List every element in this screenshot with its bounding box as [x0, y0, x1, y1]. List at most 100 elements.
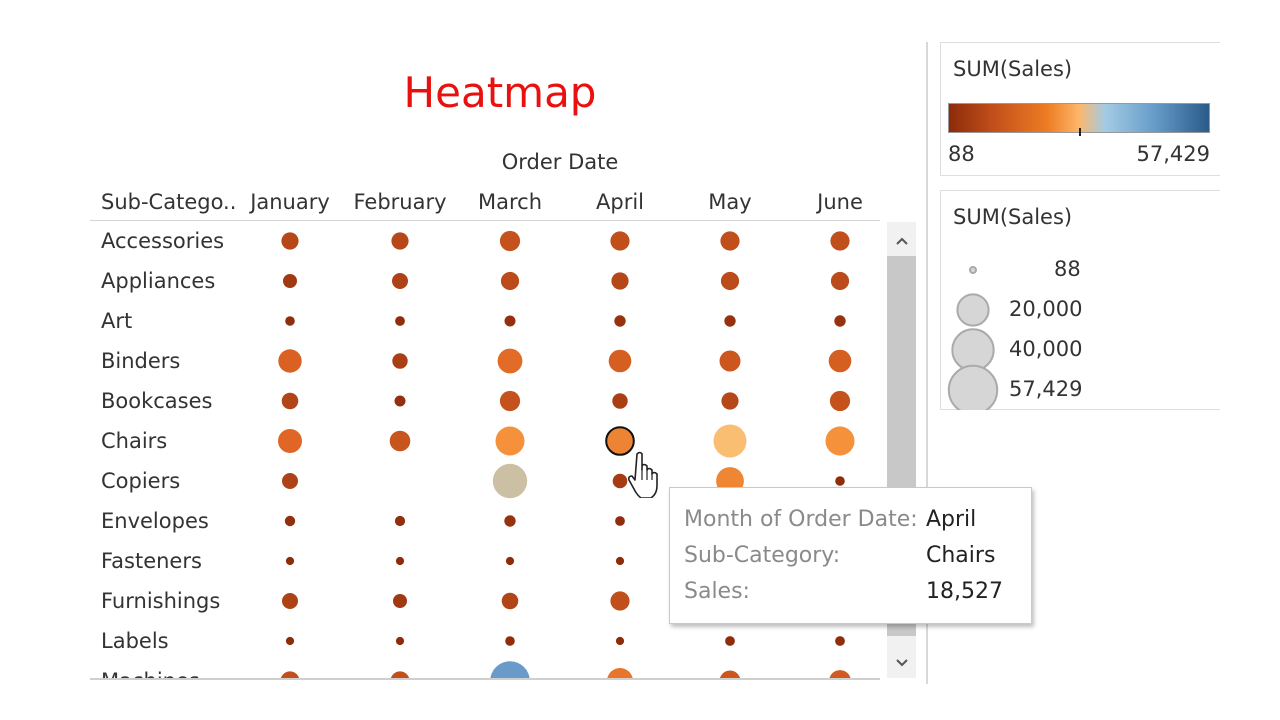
- mark-appliances-february[interactable]: [392, 273, 408, 289]
- size-legend-title: SUM(Sales): [953, 205, 1073, 229]
- mark-furnishings-march[interactable]: [501, 592, 519, 610]
- chevron-down-icon[interactable]: [887, 648, 916, 678]
- color-legend-min: 88: [948, 142, 975, 166]
- mark-art-june[interactable]: [834, 315, 846, 327]
- size-legend-circle[interactable]: [956, 293, 990, 327]
- mark-labels-may[interactable]: [725, 636, 735, 646]
- mark-labels-march[interactable]: [505, 636, 515, 646]
- mark-binders-april[interactable]: [608, 349, 632, 373]
- row-label-machines[interactable]: Machines: [101, 661, 200, 678]
- mark-art-march[interactable]: [504, 315, 516, 327]
- mark-art-january[interactable]: [285, 316, 295, 326]
- mark-accessories-may[interactable]: [720, 231, 740, 251]
- mark-binders-january[interactable]: [278, 349, 302, 373]
- mark-bookcases-january[interactable]: [281, 392, 299, 410]
- mark-chairs-april[interactable]: [605, 426, 635, 456]
- row-label-art[interactable]: Art: [101, 309, 133, 333]
- tooltip-month-key: Month of Order Date:: [684, 507, 918, 532]
- size-legend-circle[interactable]: [969, 266, 977, 274]
- mark-machines-january[interactable]: [280, 671, 300, 678]
- row-label-envelopes[interactable]: Envelopes: [101, 509, 209, 533]
- column-header-february[interactable]: February: [353, 190, 447, 214]
- column-header-january[interactable]: January: [250, 190, 330, 214]
- mark-accessories-january[interactable]: [281, 232, 299, 250]
- mark-machines-june[interactable]: [829, 670, 851, 678]
- row-label-chairs[interactable]: Chairs: [101, 429, 168, 453]
- mark-labels-april[interactable]: [615, 636, 625, 646]
- mark-fasteners-february[interactable]: [395, 556, 405, 566]
- column-group-header[interactable]: Order Date: [501, 150, 619, 174]
- pane-divider[interactable]: [926, 42, 928, 684]
- size-legend-circle[interactable]: [947, 364, 999, 410]
- row-label-copiers[interactable]: Copiers: [101, 469, 181, 493]
- mark-art-may[interactable]: [724, 315, 736, 327]
- mark-chairs-february[interactable]: [389, 430, 411, 452]
- row-label-fasteners[interactable]: Fasteners: [101, 549, 202, 573]
- mark-bookcases-may[interactable]: [721, 392, 739, 410]
- mark-fasteners-april[interactable]: [615, 556, 625, 566]
- chevron-up-icon[interactable]: [887, 226, 916, 256]
- mark-binders-march[interactable]: [497, 348, 523, 374]
- heatmap-grid[interactable]: Accessories Appliances Art Binders Bookcases…: [90, 222, 880, 678]
- mark-machines-february[interactable]: [390, 671, 410, 678]
- size-legend-circle[interactable]: [951, 328, 995, 372]
- mark-envelopes-april[interactable]: [615, 516, 625, 526]
- mark-binders-june[interactable]: [828, 349, 852, 373]
- mark-labels-february[interactable]: [395, 636, 405, 646]
- mark-chairs-may[interactable]: [713, 424, 747, 458]
- mark-labels-june[interactable]: [835, 636, 845, 646]
- tooltip-subcategory-value: Chairs: [926, 543, 996, 568]
- mark-machines-march[interactable]: [490, 661, 530, 678]
- mark-accessories-june[interactable]: [830, 231, 850, 251]
- mark-envelopes-march[interactable]: [504, 515, 516, 527]
- mark-copiers-march[interactable]: [492, 463, 528, 499]
- mark-chairs-march[interactable]: [495, 426, 525, 456]
- mark-appliances-june[interactable]: [830, 271, 850, 291]
- mark-appliances-april[interactable]: [611, 272, 629, 290]
- size-legend-label: 40,000: [1009, 337, 1083, 361]
- mark-copiers-april[interactable]: [612, 473, 628, 489]
- mark-accessories-march[interactable]: [499, 230, 521, 252]
- mark-bookcases-april[interactable]: [612, 393, 628, 409]
- column-header-april[interactable]: April: [596, 190, 644, 214]
- column-header-may[interactable]: May: [708, 190, 752, 214]
- mark-copiers-june[interactable]: [835, 476, 845, 486]
- column-header-june[interactable]: June: [817, 190, 863, 214]
- heatmap-marks[interactable]: [90, 222, 880, 678]
- mark-envelopes-february[interactable]: [394, 515, 406, 527]
- mark-bookcases-june[interactable]: [829, 390, 851, 412]
- row-label-labels[interactable]: Labels: [101, 629, 169, 653]
- mark-art-april[interactable]: [614, 315, 626, 327]
- size-legend-marks[interactable]: [940, 250, 1020, 410]
- mark-binders-february[interactable]: [392, 353, 408, 369]
- row-label-furnishings[interactable]: Furnishings: [101, 589, 221, 613]
- mark-labels-january[interactable]: [285, 636, 295, 646]
- mark-appliances-march[interactable]: [500, 271, 520, 291]
- mark-envelopes-january[interactable]: [284, 515, 296, 527]
- column-header-march[interactable]: March: [477, 190, 542, 214]
- mark-accessories-april[interactable]: [610, 231, 630, 251]
- mark-art-february[interactable]: [395, 316, 405, 326]
- mark-fasteners-march[interactable]: [505, 556, 515, 566]
- mark-appliances-january[interactable]: [283, 274, 297, 288]
- mark-chairs-june[interactable]: [825, 426, 855, 456]
- row-header[interactable]: Sub-Catego..: [101, 190, 237, 214]
- mark-binders-may[interactable]: [719, 350, 741, 372]
- row-label-binders[interactable]: Binders: [101, 349, 181, 373]
- mark-furnishings-february[interactable]: [393, 594, 407, 608]
- mark-copiers-january[interactable]: [282, 473, 298, 489]
- mark-fasteners-january[interactable]: [285, 556, 295, 566]
- mark-accessories-february[interactable]: [391, 232, 409, 250]
- mark-appliances-may[interactable]: [720, 271, 740, 291]
- mark-furnishings-january[interactable]: [282, 593, 298, 609]
- row-label-appliances[interactable]: Appliances: [101, 269, 216, 293]
- mark-machines-may[interactable]: [719, 670, 741, 679]
- row-label-bookcases[interactable]: Bookcases: [101, 389, 213, 413]
- mark-bookcases-march[interactable]: [499, 390, 521, 412]
- mark-chairs-january[interactable]: [278, 429, 302, 453]
- mark-machines-april[interactable]: [607, 668, 633, 678]
- tooltip-subcategory-key: Sub-Category:: [684, 543, 841, 568]
- mark-furnishings-april[interactable]: [610, 591, 630, 611]
- mark-bookcases-february[interactable]: [394, 395, 406, 407]
- row-label-accessories[interactable]: Accessories: [101, 229, 225, 253]
